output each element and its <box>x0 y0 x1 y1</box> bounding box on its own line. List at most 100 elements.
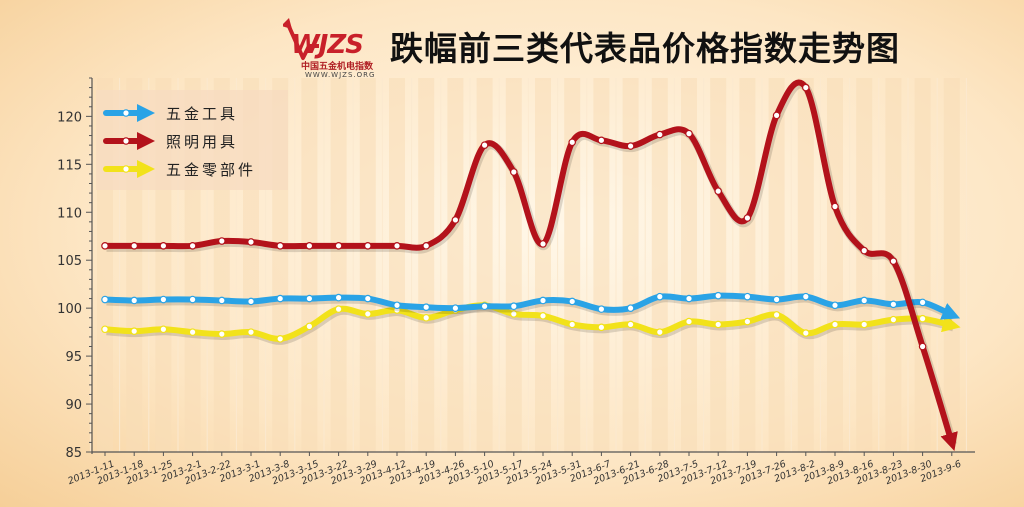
data-point <box>218 296 226 305</box>
data-point <box>480 302 489 311</box>
legend-label: 五金工具 <box>166 105 238 123</box>
data-point <box>597 305 606 313</box>
data-point <box>305 242 314 250</box>
data-point <box>276 242 285 250</box>
data-point <box>451 216 460 224</box>
legend-label: 五金零部件 <box>166 161 256 179</box>
data-point <box>218 330 226 338</box>
data-point <box>626 304 635 312</box>
data-point <box>568 297 577 306</box>
data-point <box>801 329 810 337</box>
grid-band <box>827 78 843 452</box>
data-point <box>626 320 635 329</box>
data-point <box>247 297 255 306</box>
series-2 <box>101 79 958 452</box>
y-tick-label: 115 <box>57 158 82 173</box>
data-point <box>363 242 372 250</box>
data-point <box>685 317 693 326</box>
data-point <box>363 294 372 303</box>
data-point <box>334 305 343 313</box>
data-point <box>597 136 606 145</box>
grid-band <box>681 78 697 452</box>
data-point <box>889 315 898 324</box>
grid-band <box>389 78 405 452</box>
logo-url: WWW.WJZS.ORG <box>305 71 376 79</box>
wjzs-logo: WJZS 中国五金机电指数 WWW.WJZS.ORG <box>283 16 393 80</box>
legend-label: 照明用具 <box>166 133 238 151</box>
data-point <box>626 142 635 150</box>
data-point <box>480 141 489 149</box>
data-point <box>860 296 869 305</box>
data-point <box>509 302 518 311</box>
data-point <box>743 214 752 222</box>
data-point <box>451 304 460 312</box>
data-point <box>860 320 869 329</box>
grid-band <box>418 78 435 452</box>
data-point <box>509 168 518 176</box>
data-point <box>130 327 139 335</box>
y-tick-label: 85 <box>65 446 82 461</box>
data-point <box>539 312 547 320</box>
data-point <box>305 322 314 331</box>
grid-band <box>505 78 522 452</box>
legend-marker <box>122 137 130 145</box>
data-point <box>743 317 752 326</box>
data-point <box>188 242 197 250</box>
data-point <box>860 246 869 255</box>
data-point <box>393 301 401 310</box>
data-point <box>685 129 693 138</box>
data-point <box>831 202 839 211</box>
grid-band <box>622 78 639 452</box>
data-point <box>831 320 839 329</box>
data-point <box>772 111 781 120</box>
data-point <box>918 342 927 351</box>
data-point <box>539 240 547 248</box>
y-tick-label: 105 <box>57 254 82 269</box>
grid-band <box>593 78 610 452</box>
grid-band <box>564 78 581 452</box>
data-point <box>247 328 255 336</box>
data-point <box>714 187 723 195</box>
logo-wordmark: WJZS <box>291 30 364 60</box>
grid-band <box>330 78 347 452</box>
y-tick-label: 95 <box>65 350 82 365</box>
grid-band <box>856 78 873 452</box>
data-point <box>801 292 810 301</box>
grid-band <box>476 78 493 452</box>
data-point <box>334 293 343 302</box>
data-point <box>831 301 839 310</box>
data-point <box>918 314 927 323</box>
y-tick-label: 120 <box>57 110 82 125</box>
grid-band <box>359 78 376 452</box>
data-point <box>509 310 518 318</box>
y-tick-label: 90 <box>65 398 82 413</box>
data-point <box>714 291 723 300</box>
data-point <box>101 242 109 250</box>
data-point <box>568 320 577 329</box>
y-tick-label: 100 <box>57 302 82 317</box>
grid-band <box>535 78 551 452</box>
grid-band <box>301 78 318 452</box>
grid-band <box>768 78 785 452</box>
data-point <box>772 295 781 304</box>
data-point <box>597 323 606 332</box>
grid-band <box>943 78 960 452</box>
data-point <box>655 292 664 301</box>
data-point <box>218 237 226 245</box>
data-point <box>539 296 547 305</box>
data-point <box>918 298 927 307</box>
grid-band <box>447 78 464 452</box>
data-point <box>188 295 197 304</box>
grid-band <box>914 78 931 452</box>
data-point <box>422 303 431 311</box>
data-point <box>393 242 401 250</box>
data-point <box>685 294 693 303</box>
data-point <box>159 325 168 334</box>
data-point <box>276 335 285 343</box>
data-point <box>743 292 752 301</box>
data-point <box>889 257 898 265</box>
data-point <box>101 295 109 304</box>
logo-arrow-icon <box>283 18 319 60</box>
